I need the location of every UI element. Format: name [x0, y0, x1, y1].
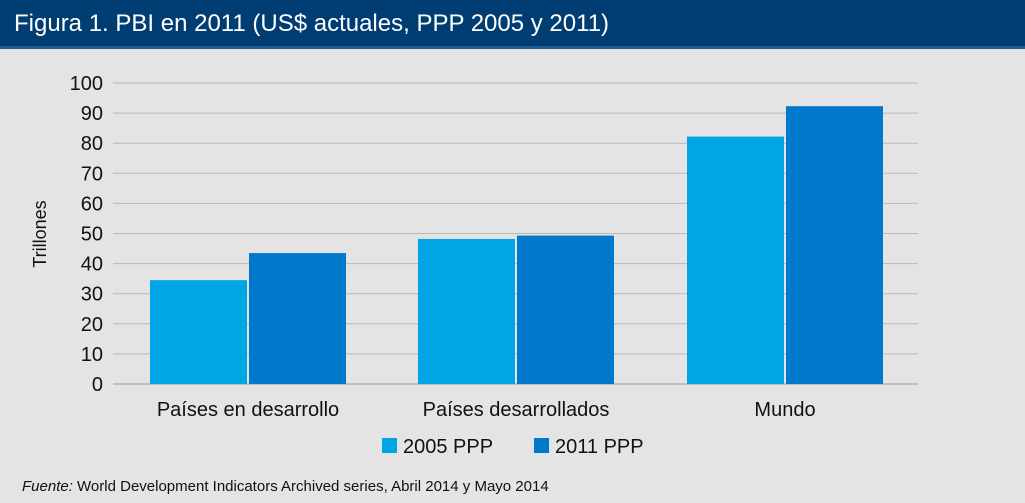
x-tick-label: Países desarrollados: [423, 399, 610, 421]
source-label: Fuente:: [22, 478, 73, 495]
source-note: Fuente: World Development Indicators Arc…: [22, 478, 549, 495]
legend-swatch: [534, 438, 549, 453]
legend-label: 2011 PPP: [555, 436, 644, 458]
y-tick-label: 40: [81, 254, 103, 276]
y-tick-label: 50: [81, 224, 103, 246]
bar-2005-1: [418, 238, 515, 384]
bar-chart: 0 10 20 30 40 50 60 70 80 90 100 Países en desarro…: [30, 73, 918, 458]
figure-title: Figura 1. PBI en 2011 (US$ actuales, PPP…: [14, 10, 610, 37]
y-tick-label: 60: [81, 193, 103, 215]
x-tick-labels: Países en desarrollo Países desarrollados…: [157, 399, 816, 421]
bar-2011-0: [249, 253, 346, 384]
legend-swatch: [382, 438, 397, 453]
figure-header: Figura 1. PBI en 2011 (US$ actuales, PPP…: [0, 0, 1025, 49]
y-tick-label: 80: [81, 133, 103, 155]
bar-2005-2: [687, 136, 784, 384]
x-tick-label: Países en desarrollo: [157, 399, 339, 421]
y-tick-label: 30: [81, 284, 103, 306]
y-tick-label: 70: [81, 163, 103, 185]
x-tick-label: Mundo: [754, 399, 815, 421]
bar-2011-1: [517, 235, 614, 384]
y-tick-label: 10: [81, 344, 103, 366]
y-tick-label: 0: [92, 374, 103, 396]
y-tick-label: 20: [81, 314, 103, 336]
header-rule: [0, 46, 1025, 49]
source-text: World Development Indicators Archived se…: [72, 478, 549, 495]
y-axis-label: Trillones: [30, 200, 50, 267]
legend-label: 2005 PPP: [403, 436, 493, 458]
bar-2005-0: [150, 280, 247, 384]
y-tick-labels: 0 10 20 30 40 50 60 70 80 90 100: [70, 73, 103, 396]
bars: [150, 106, 883, 384]
y-tick-label: 90: [81, 103, 103, 125]
bar-2011-2: [786, 106, 883, 384]
legend: 2005 PPP 2011 PPP: [382, 436, 644, 458]
y-tick-label: 100: [70, 73, 103, 95]
